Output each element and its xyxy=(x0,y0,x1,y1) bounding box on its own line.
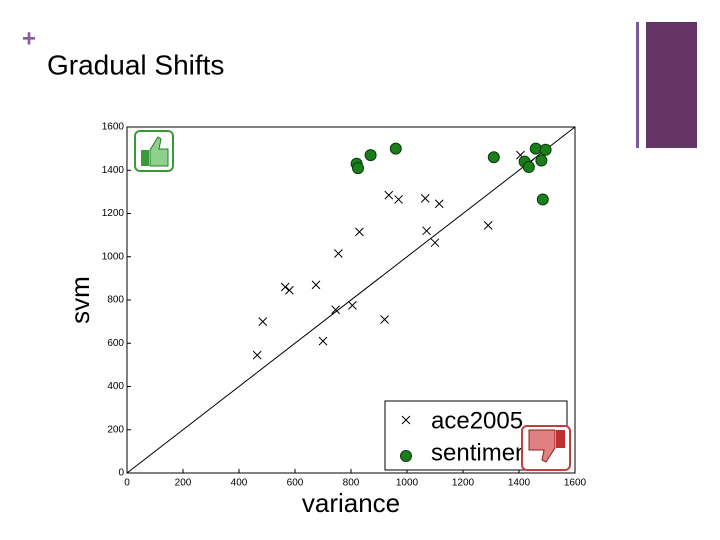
legend-marker xyxy=(401,415,411,425)
point-x xyxy=(258,317,268,326)
decor-block xyxy=(646,22,697,148)
point-x xyxy=(348,301,357,310)
x-tick-label: 600 xyxy=(287,478,304,489)
point-x xyxy=(334,249,343,258)
y-tick-label: 1600 xyxy=(102,122,125,133)
x-axis-label: variance xyxy=(302,488,400,518)
y-tick-label: 0 xyxy=(118,468,124,479)
point-x xyxy=(434,199,444,209)
point-circle xyxy=(539,143,552,156)
x-tick-label: 400 xyxy=(231,478,248,489)
point-x xyxy=(380,315,389,324)
point-x xyxy=(384,190,394,200)
y-tick-label: 600 xyxy=(107,338,124,349)
x-tick-label: 1200 xyxy=(452,478,475,489)
point-x xyxy=(311,280,321,290)
y-tick-label: 400 xyxy=(107,381,124,392)
point-circle xyxy=(352,162,364,175)
point-x xyxy=(318,336,328,346)
diagonal-line xyxy=(126,126,576,474)
point-x xyxy=(285,285,294,295)
point-circle xyxy=(522,161,535,174)
y-tick-label: 1200 xyxy=(102,208,125,219)
x-tick-label: 1400 xyxy=(508,478,531,489)
y-tick-label: 1000 xyxy=(102,251,125,262)
point-x xyxy=(430,238,440,248)
chart: 0 200 400 600 800 1000 1200 1400 1600 0 200 400 600 8… xyxy=(65,122,587,518)
point-circle xyxy=(529,142,542,155)
point-x xyxy=(422,226,431,236)
x-tick-label: 1600 xyxy=(564,478,587,489)
thumbs-down-icon xyxy=(521,425,571,471)
x-tick-label: 0 xyxy=(124,478,130,489)
point-x xyxy=(252,350,262,360)
y-axis-label: svm xyxy=(65,276,95,324)
point-x xyxy=(331,305,340,315)
legend-label: sentiment xyxy=(431,439,535,466)
bullet-plus: + xyxy=(22,25,36,52)
point-circle xyxy=(364,149,377,162)
x-tick-label: 200 xyxy=(175,478,192,489)
x-tick-label: 1000 xyxy=(396,478,419,489)
y-tick-label: 1400 xyxy=(102,165,125,176)
point-circle xyxy=(389,142,402,155)
point-x xyxy=(420,194,430,203)
point-x xyxy=(280,282,290,292)
point-circle xyxy=(536,193,549,206)
x-tick-label: 800 xyxy=(343,478,360,489)
point-x xyxy=(483,221,493,230)
point-x xyxy=(394,195,403,204)
legend-marker xyxy=(400,450,412,462)
slide-title: Gradual Shifts xyxy=(47,49,224,80)
y-tick-label: 200 xyxy=(107,424,124,435)
point-circle xyxy=(535,154,548,167)
legend-label: ace2005 xyxy=(431,407,523,434)
point-circle xyxy=(487,151,500,164)
y-tick-label: 800 xyxy=(107,295,124,306)
decor-line xyxy=(636,22,639,148)
point-x xyxy=(355,227,364,237)
thumbs-up-icon xyxy=(134,130,174,172)
